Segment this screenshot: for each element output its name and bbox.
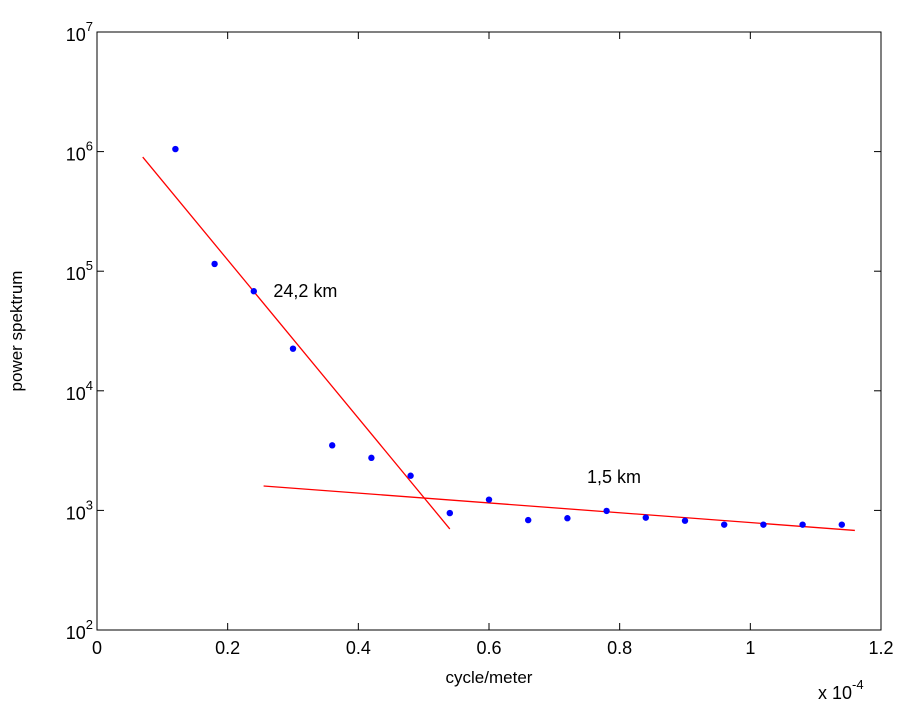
data-point <box>329 442 336 449</box>
data-point <box>446 509 453 517</box>
data-point <box>485 496 493 503</box>
y-tick-label: 106 <box>66 139 93 165</box>
data-points <box>172 145 845 528</box>
x-tick-label: 1 <box>745 638 755 658</box>
data-point <box>681 517 689 524</box>
annotations: 24,2 km 1,5 km <box>273 281 641 487</box>
data-point <box>525 516 532 524</box>
data-point <box>760 521 767 528</box>
x-tick-label: 1.2 <box>868 638 893 658</box>
x-exponent-text: x 10-4 <box>818 677 864 703</box>
data-point <box>407 472 414 479</box>
fit-lines <box>142 156 855 532</box>
fit-line <box>263 485 855 532</box>
y-axis-label: power spektrum <box>7 271 26 392</box>
x-tick-label: 0.2 <box>215 638 240 658</box>
data-point <box>172 145 179 153</box>
x-tick-label: 0 <box>92 638 102 658</box>
data-point <box>799 521 806 528</box>
x-axis-label: cycle/meter <box>446 668 533 687</box>
data-point <box>211 260 218 268</box>
data-point <box>250 288 257 295</box>
x-axis: 0 0.2 0.4 0.6 0.8 1 1.2 <box>92 32 894 658</box>
fit-line <box>142 156 451 530</box>
x-tick-label: 0.8 <box>607 638 632 658</box>
data-point <box>838 521 845 528</box>
plot-area <box>96 31 882 631</box>
annotation-label: 24,2 km <box>273 281 337 301</box>
x-tick-label: 0.6 <box>476 638 501 658</box>
y-tick-label: 105 <box>66 258 93 284</box>
x-exponent-label: x 10-4 <box>818 677 864 703</box>
annotation-label: 1,5 km <box>587 467 641 487</box>
data-point <box>564 515 571 522</box>
y-tick-label: 104 <box>66 378 93 404</box>
data-point <box>642 514 649 521</box>
y-tick-label: 102 <box>66 617 93 643</box>
data-point <box>368 454 375 462</box>
data-point <box>603 507 610 515</box>
x-tick-label: 0.4 <box>346 638 371 658</box>
y-axis: 102 103 104 105 106 107 <box>66 19 881 643</box>
data-point <box>721 521 728 528</box>
y-tick-label: 107 <box>66 19 93 45</box>
data-point <box>289 345 297 352</box>
y-tick-label: 103 <box>66 497 93 523</box>
